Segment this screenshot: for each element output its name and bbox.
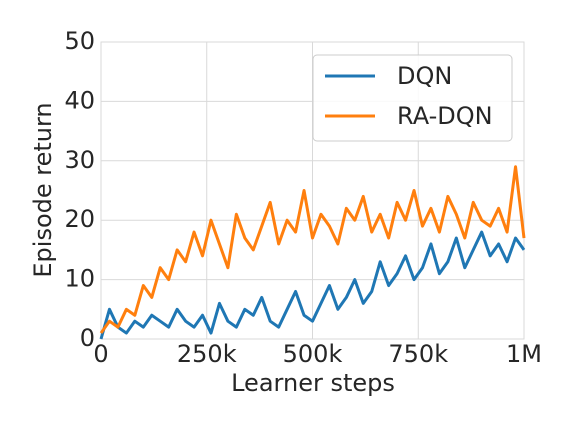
series-line [99, 230, 526, 340]
y-tick-label: 20 [64, 205, 95, 233]
y-tick-label: 0 [80, 324, 95, 352]
x-tick-label: 1M [506, 340, 542, 368]
y-tick-label: 40 [64, 86, 95, 114]
x-axis-label: Learner steps [231, 369, 395, 397]
plot-frame [100, 41, 525, 340]
series-line [99, 165, 526, 334]
x-tick-label: 500k [283, 340, 343, 368]
legend-label: DQN [397, 62, 452, 90]
y-tick-label: 10 [64, 265, 95, 293]
legend-label: RA-DQN [397, 102, 493, 130]
y-tick-label: 30 [64, 146, 95, 174]
legend: DQN RA-DQN [312, 54, 513, 142]
x-tick-label: 250k [177, 340, 237, 368]
y-tick-label: 50 [64, 27, 95, 55]
x-tick-label: 750k [388, 340, 448, 368]
x-tick-label: 0 [93, 340, 108, 368]
y-axis-label: Episode return [29, 102, 57, 277]
